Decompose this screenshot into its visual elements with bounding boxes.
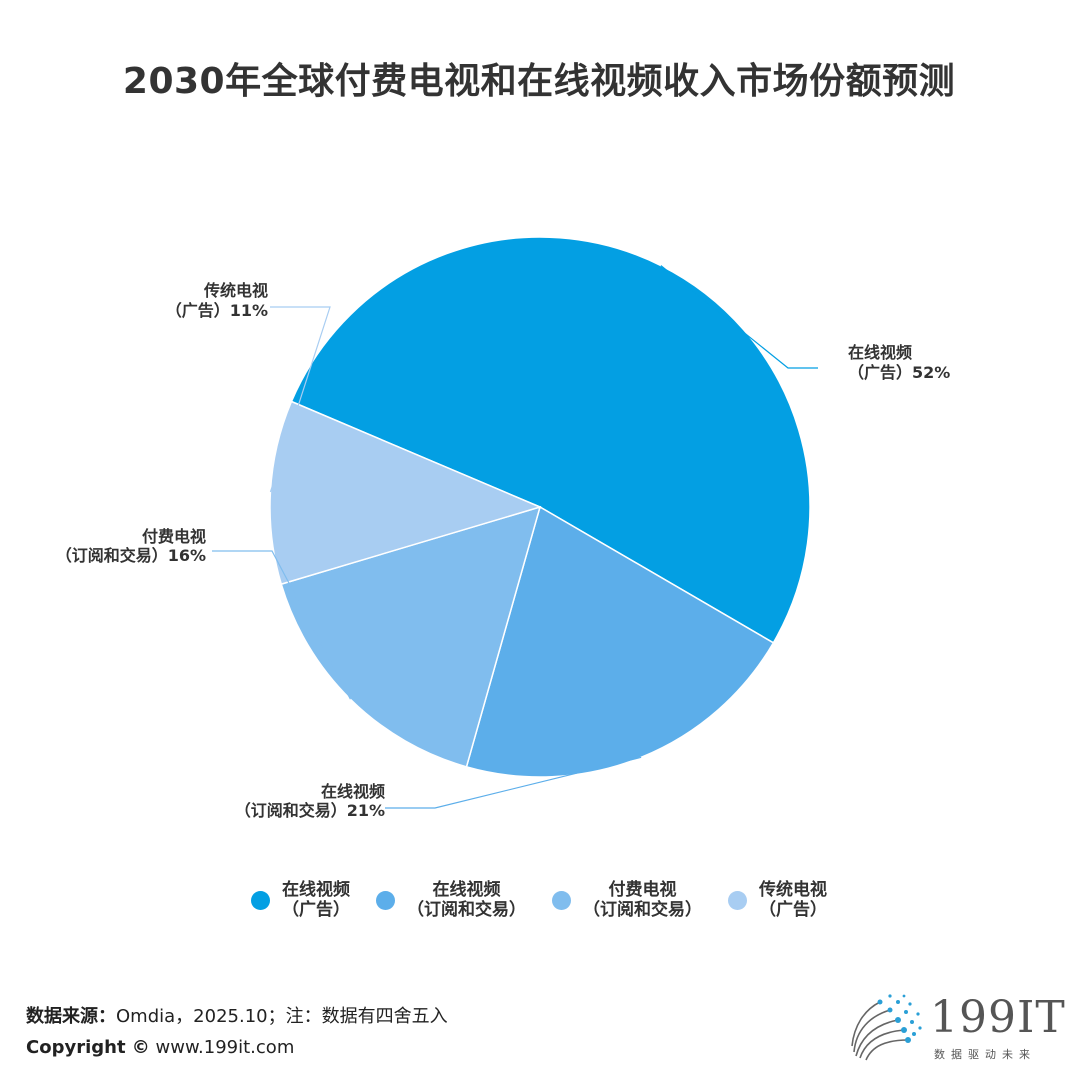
chart-title: 2030年全球付费电视和在线视频收入市场份额预测 — [122, 61, 956, 102]
brand-name: 199IT — [930, 992, 1066, 1043]
chart-legend: 在线视频 （广告） 在线视频 （订阅和交易） 付费电视 （订阅和交易） 传统电视 （广告… — [0, 880, 1078, 920]
pie-slice[interactable] — [280, 505, 542, 768]
legend-swatch — [552, 890, 571, 910]
leader-line — [212, 550, 351, 700]
copyright: Copyright © www.199it.com — [26, 1037, 295, 1058]
leader-line — [385, 756, 642, 809]
brand-tagline: 数据驱动未来 — [934, 1048, 1036, 1061]
logo-mark-icon — [851, 994, 922, 1061]
legend-label: 在线视频 （广告） — [282, 880, 350, 920]
brand-logo: 199IT 数据驱动未来 — [848, 990, 1065, 1065]
legend-label: 传统电视 （广告） — [759, 880, 827, 920]
legend-swatch — [376, 890, 395, 910]
legend-item[interactable]: 在线视频 （订阅和交易） — [376, 880, 526, 920]
leader-line — [660, 265, 818, 369]
slice-label: （广告）52% — [848, 363, 950, 382]
website-link[interactable]: www.199it.com — [149, 1037, 295, 1058]
legend-item[interactable]: 传统电视 （广告） — [728, 880, 827, 920]
slice-label: 传统电视 — [203, 281, 268, 300]
legend-label: 付费电视 （订阅和交易） — [583, 880, 702, 920]
slice-label: （广告）11% — [166, 301, 268, 320]
legend-swatch — [728, 890, 747, 910]
legend-item[interactable]: 付费电视 （订阅和交易） — [552, 880, 702, 920]
legend-swatch — [251, 890, 270, 910]
legend-item[interactable]: 在线视频 （广告） — [251, 880, 350, 920]
pie-chart: 在线视频（广告）52%在线视频（订阅和交易）21%付费电视（订阅和交易）16%传… — [56, 236, 950, 820]
data-source: 数据来源：Omdia，2025.10；注：数据有四舍五入 — [26, 1006, 448, 1027]
leader-line — [269, 306, 331, 493]
legend-label: 在线视频 （订阅和交易） — [407, 880, 526, 920]
slice-label: （订阅和交易）16% — [56, 546, 206, 565]
slice-label: （订阅和交易）21% — [235, 801, 385, 820]
pie-slice[interactable] — [269, 400, 543, 586]
slice-label: 付费电视 — [142, 527, 206, 546]
slice-label: 在线视频 — [848, 343, 912, 362]
slice-label: 在线视频 — [321, 782, 385, 801]
